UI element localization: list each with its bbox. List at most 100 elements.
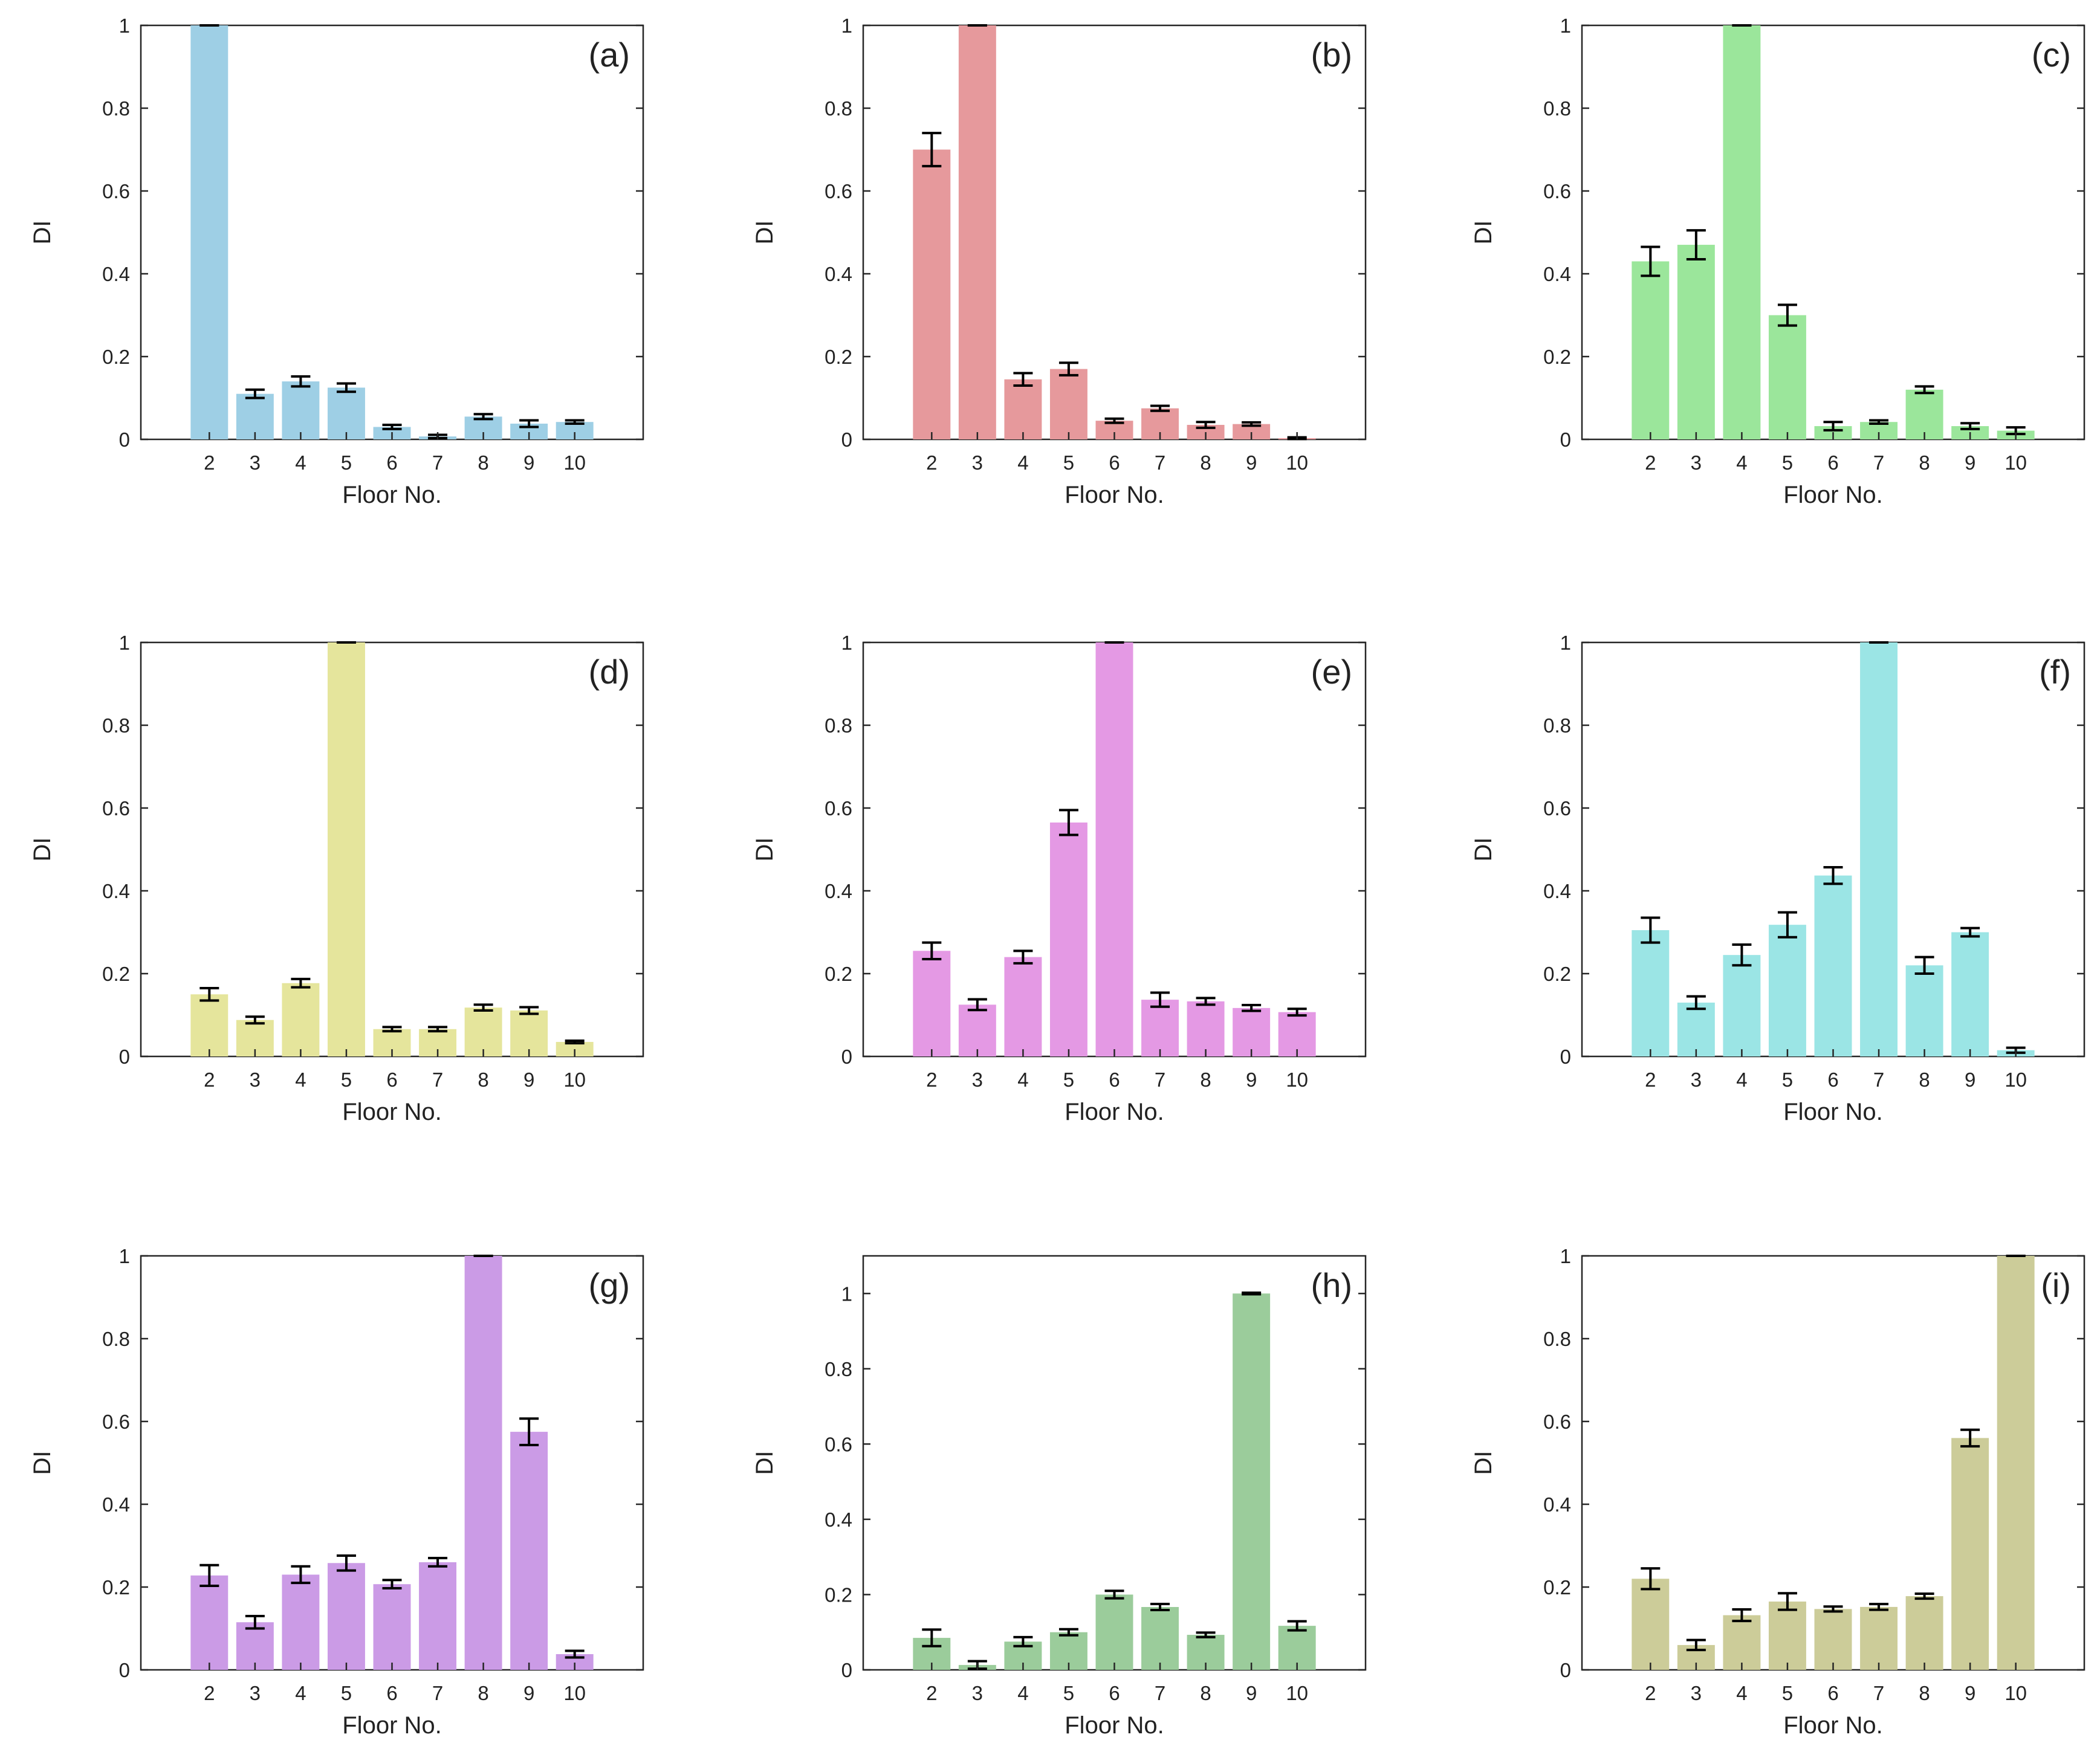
y-tick-label: 0.6 <box>825 797 852 820</box>
panel-tag: (c) <box>2032 36 2071 74</box>
x-tick-label: 9 <box>1965 1682 1975 1704</box>
y-axis-label: DI <box>751 1451 778 1475</box>
bar <box>327 642 365 1056</box>
bar <box>1951 932 1989 1056</box>
x-tick-label: 7 <box>1873 451 1884 474</box>
x-tick-label: 5 <box>1063 1069 1074 1091</box>
x-axis-label: Floor No. <box>1783 1712 1883 1739</box>
x-tick-label: 10 <box>563 451 586 474</box>
bar <box>1723 1615 1761 1670</box>
x-tick-label: 7 <box>1155 1069 1165 1091</box>
y-tick-label: 0 <box>119 428 130 451</box>
x-tick-label: 3 <box>972 451 983 474</box>
bar <box>1141 1607 1179 1670</box>
y-tick-label: 0.6 <box>1543 180 1571 202</box>
y-tick-label: 0.4 <box>825 1508 852 1531</box>
x-tick-label: 10 <box>563 1069 586 1091</box>
x-axis-label: Floor No. <box>342 1099 442 1125</box>
y-tick-label: 0.2 <box>102 346 130 368</box>
bar <box>1768 1601 1806 1670</box>
y-tick-label: 0 <box>1560 428 1571 451</box>
x-tick-label: 9 <box>523 1682 534 1704</box>
x-tick-label: 9 <box>1246 1069 1257 1091</box>
bar <box>1677 1002 1715 1056</box>
x-tick-label: 3 <box>972 1069 983 1091</box>
y-tick-label: 0.6 <box>1543 797 1571 820</box>
chart-panel: 0 0.2 0.4 0.6 0.8 1 2 3 4 5 6 7 8 9 10 Floor No. DI (e) <box>751 632 1367 1125</box>
bar <box>1814 875 1852 1056</box>
x-tick-label: 3 <box>972 1682 983 1704</box>
bar <box>1768 315 1806 439</box>
y-tick-label: 0.6 <box>1543 1411 1571 1433</box>
y-tick-label: 0 <box>1560 1659 1571 1681</box>
y-tick-label: 0.8 <box>1543 97 1571 120</box>
x-tick-label: 9 <box>523 451 534 474</box>
bar <box>1278 1012 1316 1056</box>
x-tick-label: 2 <box>1645 1069 1656 1091</box>
y-tick-label: 0.2 <box>102 1576 130 1599</box>
x-tick-label: 6 <box>1827 1682 1838 1704</box>
bar <box>282 1574 320 1670</box>
x-tick-label: 10 <box>1286 1682 1308 1704</box>
x-tick-label: 9 <box>1965 1069 1975 1091</box>
y-tick-label: 0.6 <box>102 1411 130 1433</box>
x-tick-label: 5 <box>341 1682 352 1704</box>
x-tick-label: 5 <box>1782 451 1793 474</box>
x-tick-label: 4 <box>1017 1069 1028 1091</box>
panel-tag: (b) <box>1311 36 1352 74</box>
chart-panel: 0 0.2 0.4 0.6 0.8 1 2 3 4 5 6 7 8 9 10 Floor No. DI (a) <box>29 15 644 508</box>
y-tick-label: 0.4 <box>1543 880 1571 902</box>
x-tick-label: 10 <box>2004 451 2027 474</box>
x-tick-label: 5 <box>1063 451 1074 474</box>
x-tick-label: 8 <box>478 1682 488 1704</box>
x-tick-label: 10 <box>2004 1682 2027 1704</box>
bar <box>236 1622 274 1670</box>
bar <box>464 1007 502 1056</box>
x-tick-label: 6 <box>386 1682 397 1704</box>
chart-panel: 0 0.2 0.4 0.6 0.8 1 2 3 4 5 6 7 8 9 10 Floor No. DI (c) <box>1470 15 2085 508</box>
bar <box>1951 1438 1989 1670</box>
x-tick-label: 10 <box>563 1682 586 1704</box>
y-tick-label: 0.2 <box>1543 963 1571 985</box>
bar <box>1768 925 1806 1056</box>
y-axis-label: DI <box>1470 221 1497 245</box>
y-tick-label: 0.4 <box>1543 263 1571 285</box>
y-tick-label: 0.8 <box>825 97 852 120</box>
y-axis-label: DI <box>751 221 778 245</box>
x-tick-label: 7 <box>1155 1682 1165 1704</box>
x-tick-label: 4 <box>295 1682 306 1704</box>
x-tick-label: 8 <box>1919 1682 1930 1704</box>
x-tick-label: 4 <box>295 1069 306 1091</box>
x-tick-label: 5 <box>341 451 352 474</box>
x-axis-label: Floor No. <box>1065 482 1164 508</box>
x-tick-label: 9 <box>1965 451 1975 474</box>
x-tick-label: 7 <box>1873 1682 1884 1704</box>
y-tick-label: 0.6 <box>102 180 130 202</box>
chart-panel: 0 0.2 0.4 0.6 0.8 1 2 3 4 5 6 7 8 9 10 Floor No. DI (h) <box>751 1255 1367 1739</box>
bar <box>190 1575 228 1670</box>
y-tick-label: 0.6 <box>825 1433 852 1455</box>
bar <box>1677 245 1715 439</box>
y-tick-label: 0 <box>119 1046 130 1068</box>
x-axis-label: Floor No. <box>342 482 442 508</box>
bar <box>282 381 320 439</box>
y-axis-label: DI <box>29 838 56 862</box>
panel-tag: (e) <box>1311 653 1352 691</box>
y-tick-label: 1 <box>119 15 130 37</box>
chart-panel: 0 0.2 0.4 0.6 0.8 1 2 3 4 5 6 7 8 9 10 Floor No. DI (i) <box>1470 1245 2085 1739</box>
x-tick-label: 8 <box>1200 451 1211 474</box>
bar <box>1905 389 1943 439</box>
y-axis-label: DI <box>1470 838 1497 862</box>
y-axis-label: DI <box>29 1451 56 1475</box>
bar <box>373 1584 411 1670</box>
bar <box>282 983 320 1056</box>
x-tick-label: 3 <box>250 451 261 474</box>
y-tick-label: 1 <box>119 632 130 654</box>
x-tick-label: 8 <box>478 1069 488 1091</box>
bar <box>1860 1606 1898 1670</box>
x-tick-label: 2 <box>204 1682 215 1704</box>
bar <box>1233 1007 1271 1056</box>
bar <box>419 1562 457 1670</box>
x-tick-label: 2 <box>926 1069 937 1091</box>
y-tick-label: 0.8 <box>1543 1328 1571 1350</box>
